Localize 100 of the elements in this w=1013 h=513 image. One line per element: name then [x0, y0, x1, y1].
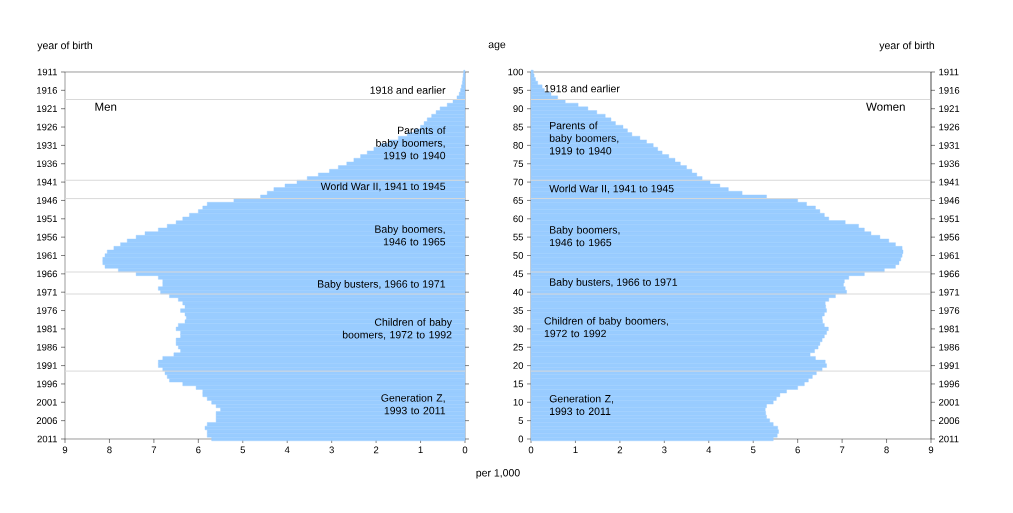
y2-tick-label: 1931	[939, 142, 960, 149]
y-tick-label: 0	[518, 435, 524, 443]
y-tick-label: 45	[513, 270, 524, 278]
y-tick-label: 35	[513, 307, 524, 314]
annotation: World War II, 1941 to 1945	[320, 182, 446, 192]
y-tick-label: 20	[513, 362, 524, 369]
text: Women	[866, 102, 905, 111]
y-tick-label: 1911	[37, 68, 57, 76]
y-tick-label: 100	[508, 68, 524, 76]
annotation: Baby boomers, 1946 to 1965	[550, 225, 620, 247]
x-tick-label: 5	[240, 446, 246, 454]
y-axis-title: year of birth	[37, 41, 93, 52]
x-tick-label: 4	[706, 446, 712, 454]
y2-tick-label: 1946	[939, 197, 960, 204]
y2-tick-label: 2001	[939, 398, 960, 406]
y-tick-label: 25	[513, 343, 524, 351]
x-tick-label: 7	[839, 446, 845, 454]
y2-tick-label: 1956	[939, 233, 960, 241]
annotation: World War II, 1941 to 1945	[549, 184, 674, 194]
y-tick-label: 1996	[37, 380, 58, 388]
y2-tick-label: 1971	[939, 288, 960, 296]
annotation: 1918 and earlier	[544, 84, 620, 93]
annotation: Parents of baby boomers, 1919 to 1940	[376, 126, 446, 160]
y-tick-label: 60	[513, 215, 524, 223]
y-tick-label: 15	[513, 380, 524, 388]
y-tick-label: 55	[513, 233, 524, 241]
x-tick-label: 6	[196, 446, 201, 454]
x-tick-label: 1	[573, 446, 578, 454]
y2-tick-label: 2006	[939, 417, 960, 425]
y-tick-label: 5	[518, 417, 524, 424]
y-tick-label: 1941	[37, 178, 57, 186]
y-tick-label: 1981	[37, 325, 57, 333]
y-tick-label: 70	[513, 178, 524, 186]
y-tick-label: 90	[513, 105, 524, 113]
y2-tick-label: 2011	[939, 435, 959, 443]
y2-tick-label: 1981	[939, 325, 960, 333]
annotation: Children of baby boomers, 1972 to 1992	[342, 318, 452, 340]
y-tick-label: 10	[513, 398, 524, 406]
text: Men	[95, 102, 117, 111]
annotation: Parents of baby boomers, 1919 to 1940	[549, 121, 619, 155]
annotation: Baby busters, 1966 to 1971	[318, 279, 446, 290]
y2-tick-label: 1976	[939, 307, 960, 314]
x-tick-label: 2	[373, 446, 379, 454]
y-tick-label: 1976	[37, 307, 58, 314]
annotation: Generation Z, 1993 to 2011	[549, 394, 614, 416]
y2-tick-label: 1916	[939, 86, 960, 94]
y2-tick-label: 1921	[939, 105, 960, 113]
y-tick-label: 75	[513, 160, 524, 168]
annotation: Baby boomers, 1946 to 1965	[375, 225, 446, 246]
y-tick-label: 1921	[37, 105, 57, 113]
y-tick-label: 30	[513, 325, 524, 333]
y-tick-label: 1971	[37, 288, 57, 296]
annotation: Generation Z, 1993 to 2011	[381, 393, 446, 415]
x-tick-label: 9	[928, 446, 934, 454]
x-tick-label: 6	[795, 446, 800, 454]
y2-tick-label: 1951	[939, 215, 960, 223]
x-tick-label: 3	[662, 446, 667, 454]
y-tick-label: 2001	[36, 398, 57, 406]
y-tick-label: 1936	[37, 160, 58, 168]
y2-tick-label: 1911	[939, 68, 959, 76]
x-tick-label: 4	[284, 446, 290, 454]
x-tick-label: 8	[107, 446, 112, 454]
x-tick-label: 3	[329, 446, 334, 454]
y2-tick-label: 1961	[939, 252, 960, 259]
y2-tick-label: 1966	[939, 270, 960, 278]
x-tick-label: 7	[151, 446, 157, 454]
annotation: Children of baby boomers, 1972 to 1992	[544, 316, 668, 338]
y-tick-label: 65	[513, 197, 524, 204]
x-axis-title: per 1,000	[476, 469, 520, 479]
y-tick-label: 1986	[37, 343, 58, 351]
annotation: 1918 and earlier	[370, 86, 446, 94]
y-tick-label: 2006	[36, 417, 58, 425]
x-tick-label: 2	[617, 446, 623, 454]
y2-axis-title: year of birth	[879, 41, 935, 52]
y-tick-label: 1926	[37, 123, 58, 131]
x-tick-label: 0	[528, 446, 534, 454]
y2-tick-label: 1986	[939, 343, 960, 351]
y-tick-label: 1946	[37, 197, 58, 204]
x-tick-label: 5	[750, 446, 756, 454]
y-tick-label: 1931	[37, 142, 57, 149]
y-tick-label: 1991	[37, 362, 57, 369]
y-tick-label: 95	[513, 86, 524, 94]
y-tick-label: 40	[513, 288, 524, 296]
y-tick-label: 80	[513, 142, 524, 149]
x-tick-label: 1	[418, 446, 423, 454]
y-tick-label: 1956	[37, 233, 58, 241]
y-tick-label: 85	[513, 123, 524, 131]
annotation: Baby busters, 1966 to 1971	[550, 278, 678, 288]
y2-tick-label: 1941	[939, 178, 960, 186]
y2-tick-label: 1996	[939, 380, 960, 388]
y-tick-label: 1961	[37, 252, 57, 259]
y2-tick-label: 1991	[939, 362, 960, 369]
y2-tick-label: 1936	[939, 160, 960, 168]
x-tick-label: 9	[62, 446, 68, 454]
y-tick-label: 50	[513, 252, 524, 259]
x-tick-label: 0	[462, 446, 468, 454]
y-tick-label: 1966	[37, 270, 58, 278]
x-tick-label: 8	[884, 446, 889, 454]
y-tick-label: 1951	[37, 215, 57, 223]
y2-tick-label: 1926	[939, 123, 960, 131]
